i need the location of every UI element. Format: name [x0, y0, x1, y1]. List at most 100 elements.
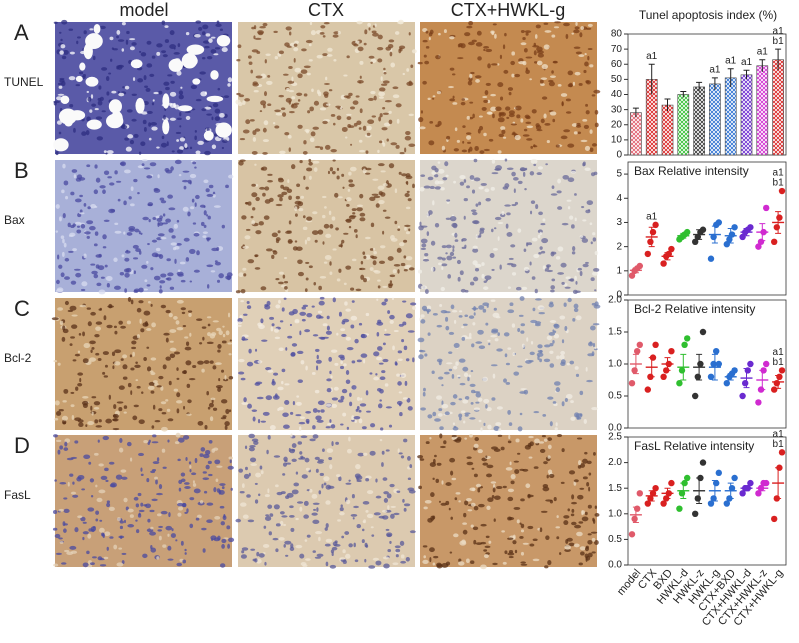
data-point — [634, 348, 641, 355]
y-tick-label: 2 — [616, 241, 622, 252]
data-point — [676, 505, 683, 512]
error-bar — [648, 226, 655, 248]
data-point — [731, 474, 738, 482]
row-label: TUNEL — [4, 75, 44, 89]
y-tick-label: 30 — [611, 104, 623, 115]
data-point — [742, 380, 749, 387]
data-point — [660, 500, 667, 507]
panel-letter: A — [14, 20, 29, 45]
chart-title: Bcl-2 Relative intensity — [634, 302, 755, 316]
y-tick-label: 0.0 — [608, 560, 622, 571]
data-point — [707, 373, 715, 380]
bar — [724, 77, 737, 156]
bar — [740, 74, 753, 156]
y-tick-label: 3 — [616, 217, 622, 228]
data-point — [747, 360, 754, 368]
error-bar — [727, 228, 734, 244]
micrograph — [235, 158, 415, 294]
error-bar — [727, 482, 734, 499]
data-point — [694, 495, 701, 502]
error-bar — [727, 68, 734, 87]
micrograph — [52, 432, 235, 568]
annotation: a1 — [773, 429, 785, 440]
y-tick-label: 2.5 — [608, 432, 622, 443]
data-point — [699, 226, 707, 233]
y-tick-label: 50 — [611, 74, 623, 85]
data-point — [776, 214, 783, 221]
data-point — [628, 531, 636, 538]
bar — [709, 83, 721, 156]
micrograph — [237, 296, 417, 432]
data-point — [692, 510, 699, 517]
row-label: Bcl-2 — [4, 351, 32, 365]
micrograph — [417, 433, 600, 570]
error-bar — [696, 81, 703, 92]
data-point — [707, 255, 715, 262]
error-bar — [648, 490, 655, 502]
panel-letter: D — [14, 433, 30, 458]
error-bar — [775, 48, 782, 71]
data-point — [771, 238, 778, 245]
error-bar — [632, 267, 639, 274]
bar — [630, 112, 642, 156]
y-tick-label: 1.5 — [608, 327, 622, 338]
data-point — [715, 219, 722, 226]
data-point — [776, 373, 783, 380]
data-point — [715, 360, 722, 368]
data-point — [723, 500, 730, 507]
column-label: CTX+HWKL-g — [451, 0, 566, 20]
chart-title: FasL Relative intensity — [634, 439, 754, 453]
data-point — [647, 238, 654, 245]
data-point — [778, 187, 786, 195]
micrograph — [235, 433, 416, 569]
data-point — [694, 373, 701, 380]
data-point — [684, 474, 691, 482]
data-point — [728, 231, 736, 238]
data-point — [763, 360, 770, 368]
error-bar — [632, 107, 639, 118]
bar — [756, 65, 769, 156]
error-bar — [743, 69, 750, 80]
annotation: b1 — [773, 357, 785, 368]
error-bar — [759, 485, 766, 492]
micrograph — [51, 297, 234, 432]
data-point — [755, 243, 762, 250]
data-point — [644, 386, 651, 393]
plot-frame — [627, 436, 787, 566]
y-tick-label: 60 — [611, 59, 623, 70]
error-bar — [711, 77, 718, 90]
data-point — [739, 392, 746, 400]
annotation: b1 — [773, 439, 785, 450]
data-point — [723, 380, 730, 387]
error-bar — [743, 485, 750, 492]
data-point — [668, 479, 675, 487]
row-label: Bax — [4, 213, 25, 227]
y-tick-label: 2.0 — [608, 457, 622, 468]
data-point — [747, 479, 754, 487]
data-point — [668, 348, 675, 355]
chart-title: Bax Relative intensity — [634, 164, 749, 178]
data-point — [631, 515, 638, 523]
annotation: a1 — [646, 212, 658, 223]
data-point — [644, 250, 651, 258]
micrograph — [53, 19, 233, 156]
data-point — [763, 479, 770, 487]
data-point — [684, 335, 691, 342]
error-bar — [696, 353, 703, 381]
error-bar — [743, 367, 750, 389]
error-bar — [759, 59, 766, 72]
chart-title: Tunel apoptosis index (%) — [639, 8, 777, 22]
error-bar — [711, 225, 718, 244]
data-point — [731, 367, 738, 374]
data-point — [755, 490, 762, 497]
error-bar — [727, 373, 734, 381]
data-point — [652, 485, 659, 492]
data-point — [755, 399, 762, 406]
micrograph — [55, 159, 234, 295]
y-tick-label: 20 — [611, 119, 623, 130]
annotation: a1 — [773, 168, 785, 179]
error-bar — [632, 506, 639, 524]
error-bar — [664, 487, 671, 499]
data-point — [699, 328, 707, 336]
